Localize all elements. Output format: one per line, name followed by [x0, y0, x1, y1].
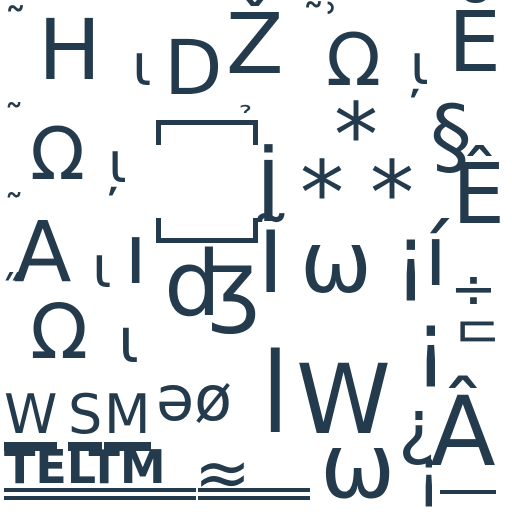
- tilde-mark: ˜: [4, 187, 24, 233]
- double-acute-mark: ˝: [0, 266, 23, 320]
- letter-iota: ι: [132, 31, 152, 99]
- letter-w: W: [4, 383, 58, 446]
- letter-i-tilde: Ĩ: [258, 213, 284, 313]
- letter-iota-comma: ι̦: [410, 33, 429, 98]
- letter-omega: ω: [300, 213, 373, 313]
- tilde-mark: ˜: [4, 0, 27, 52]
- letter-i-acute: í: [424, 207, 448, 305]
- letter-e-breve: Ĕ: [448, 0, 502, 91]
- letter-dotless-i: ı: [124, 205, 148, 303]
- letter-a: A: [14, 203, 72, 301]
- tilde-mark: ˜: [4, 97, 24, 143]
- asterisk: *: [334, 84, 378, 187]
- letter-m: M: [104, 383, 151, 446]
- inverted-exclamation: ¡: [394, 207, 428, 305]
- underline-bar: [4, 496, 196, 500]
- divide-sign: ÷: [450, 257, 497, 322]
- inverted-exclamation: ¡: [414, 293, 448, 391]
- letter-omega-upper: Ω: [326, 18, 382, 102]
- bracket-box: [156, 120, 258, 145]
- section-sign: §: [430, 87, 472, 185]
- corner-bracket: ᄃ: [452, 313, 504, 378]
- letter-iota-comma: ι̦: [108, 131, 127, 196]
- letter-s: S: [68, 383, 103, 446]
- letter-a-circumflex: Â: [430, 376, 496, 488]
- asterisk: *: [300, 142, 344, 245]
- inverted-exclamation: ¡: [416, 437, 442, 511]
- letter-h: H: [38, 1, 102, 99]
- underline-bar: [440, 490, 496, 494]
- underline-bar: [198, 496, 310, 500]
- bracket-box: [156, 218, 258, 243]
- letter-omega-upper: Ω: [30, 287, 89, 376]
- vertical-bar: ǀ: [262, 330, 289, 435]
- schwa-o-slash: əø: [156, 362, 233, 435]
- letter-iota: ι: [92, 233, 112, 301]
- letter-omega-upper: Ω: [30, 112, 86, 196]
- letter-e-circumflex: Ê: [452, 145, 506, 243]
- underline-bar: [198, 488, 310, 492]
- letter-dezh: ʤ: [164, 232, 260, 337]
- letter-w: W: [296, 344, 391, 456]
- letter-d: D: [164, 23, 223, 112]
- tilde-comma-mark: ˜ʾ: [302, 0, 340, 48]
- inverted-question: ¿: [398, 384, 437, 468]
- letter-iota: ι: [118, 304, 139, 377]
- letter-z-caron: Ž: [226, 0, 284, 93]
- asterisk: *: [370, 142, 414, 245]
- teltm-text: TELTM: [4, 440, 166, 494]
- underline-bar: [4, 488, 196, 492]
- letter-omega: ω: [320, 414, 396, 512]
- letter-i-dot: İ: [256, 143, 281, 241]
